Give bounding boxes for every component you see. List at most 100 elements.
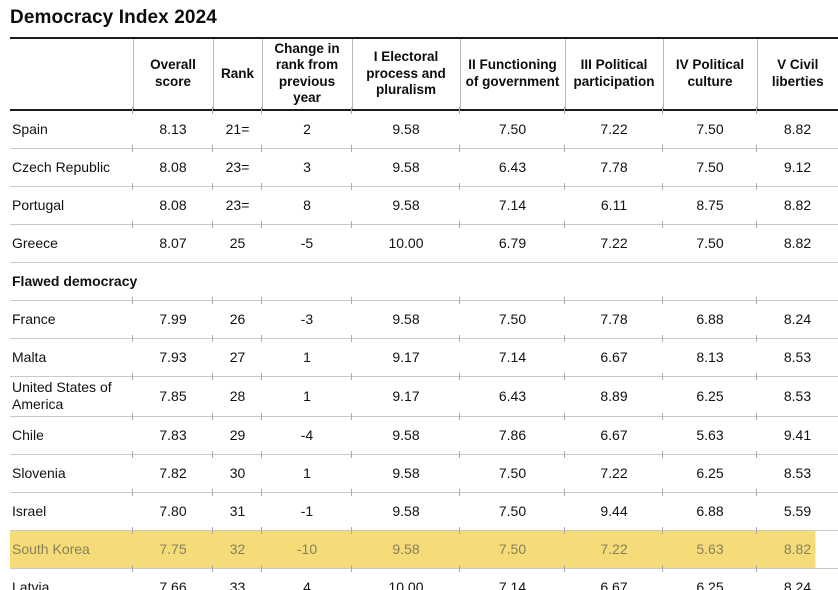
- cell-liberties-czech-republic: 9.12: [756, 145, 838, 187]
- column-header-liberties: V Civil liberties: [756, 37, 838, 111]
- table-row-slovenia: Slovenia 7.82 30 1 9.58 7.50 7.22 6.25 8.53: [10, 451, 838, 493]
- cell-liberties-greece: 8.82: [756, 221, 838, 263]
- column-header-rank: Rank: [212, 37, 262, 111]
- cell-functioning-france: 7.50: [459, 297, 565, 339]
- table-row-greece: Greece 8.07 25 -5 10.00 6.79 7.22 7.50 8.82: [10, 221, 838, 263]
- cell-country-spain: Spain: [10, 109, 133, 149]
- cell-participation-chile: 6.67: [564, 413, 663, 455]
- cell-country-slovenia: Slovenia: [10, 453, 133, 493]
- cell-overall-spain: 8.13: [132, 106, 213, 149]
- cell-culture-portugal: 8.75: [662, 183, 757, 225]
- cell-functioning-slovenia: 7.50: [459, 451, 565, 493]
- cell-rank-czech-republic: 23=: [212, 145, 262, 187]
- cell-overall-greece: 8.07: [132, 221, 213, 263]
- cell-participation-portugal: 6.11: [564, 183, 663, 225]
- cell-rank-south-korea: 32: [212, 527, 262, 569]
- cell-participation-france: 7.78: [564, 297, 663, 339]
- cell-change-malta: 1: [261, 335, 352, 377]
- table-row-france: France 7.99 26 -3 9.58 7.50 7.78 6.88 8.24: [10, 297, 838, 339]
- cell-overall-latvia: 7.66: [132, 565, 213, 590]
- cell-electoral-czech-republic: 9.58: [351, 145, 460, 187]
- column-header-participation: III Political participation: [564, 37, 663, 111]
- cell-change-czech-republic: 3: [261, 145, 352, 187]
- cell-country-czech-republic: Czech Republic: [10, 147, 133, 187]
- cell-culture-slovenia: 6.25: [662, 451, 757, 493]
- cell-liberties-israel: 5.59: [756, 489, 838, 531]
- cell-country-france: France: [10, 299, 133, 339]
- column-header-overall: Overall score: [132, 37, 213, 111]
- cell-change-latvia: 4: [261, 565, 352, 590]
- column-header-electoral: I Electoral process and pluralism: [351, 37, 460, 111]
- cell-culture-malta: 8.13: [662, 335, 757, 377]
- cell-participation-israel: 9.44: [564, 489, 663, 531]
- cell-rank-portugal: 23=: [212, 183, 262, 225]
- cell-electoral-slovenia: 9.58: [351, 451, 460, 493]
- cell-culture-france: 6.88: [662, 297, 757, 339]
- cell-electoral-united-states-of-america: 9.17: [351, 373, 460, 417]
- table-body: Spain 8.13 21= 2 9.58 7.50 7.22 7.50 8.82 Czech R…: [10, 106, 838, 590]
- section-label: Flawed democracy: [10, 261, 838, 301]
- cell-participation-czech-republic: 7.78: [564, 145, 663, 187]
- cell-change-israel: -1: [261, 489, 352, 531]
- section-row: Flawed democracy: [10, 261, 838, 301]
- cell-culture-united-states-of-america: 6.25: [662, 373, 757, 417]
- cell-change-slovenia: 1: [261, 451, 352, 493]
- cell-participation-slovenia: 7.22: [564, 451, 663, 493]
- cell-functioning-chile: 7.86: [459, 413, 565, 455]
- cell-electoral-france: 9.58: [351, 297, 460, 339]
- cell-electoral-greece: 10.00: [351, 221, 460, 263]
- cell-rank-greece: 25: [212, 221, 262, 263]
- cell-rank-chile: 29: [212, 413, 262, 455]
- cell-culture-latvia: 6.25: [662, 565, 757, 590]
- cell-functioning-south-korea: 7.50: [459, 527, 565, 569]
- cell-overall-france: 7.99: [132, 297, 213, 339]
- cell-country-portugal: Portugal: [10, 185, 133, 225]
- cell-overall-portugal: 8.08: [132, 183, 213, 225]
- table-row-malta: Malta 7.93 27 1 9.17 7.14 6.67 8.13 8.53: [10, 335, 838, 377]
- cell-liberties-malta: 8.53: [756, 335, 838, 377]
- table-row-latvia: Latvia 7.66 33 4 10.00 7.14 6.67 6.25 8.24: [10, 565, 838, 590]
- cell-functioning-greece: 6.79: [459, 221, 565, 263]
- page-title: Democracy Index 2024: [10, 7, 217, 28]
- cell-electoral-malta: 9.17: [351, 335, 460, 377]
- cell-participation-spain: 7.22: [564, 106, 663, 149]
- cell-rank-latvia: 33: [212, 565, 262, 590]
- cell-country-israel: Israel: [10, 491, 133, 531]
- cell-overall-south-korea: 7.75: [132, 527, 213, 569]
- cell-country-chile: Chile: [10, 415, 133, 455]
- column-header-country: [10, 37, 133, 111]
- cell-liberties-france: 8.24: [756, 297, 838, 339]
- cell-culture-chile: 5.63: [662, 413, 757, 455]
- cell-culture-spain: 7.50: [662, 106, 757, 149]
- cell-participation-malta: 6.67: [564, 335, 663, 377]
- cell-culture-south-korea: 5.63: [662, 527, 757, 569]
- cell-rank-israel: 31: [212, 489, 262, 531]
- cell-overall-chile: 7.83: [132, 413, 213, 455]
- cell-electoral-spain: 9.58: [351, 106, 460, 149]
- cell-electoral-portugal: 9.58: [351, 183, 460, 225]
- cell-functioning-malta: 7.14: [459, 335, 565, 377]
- cell-country-latvia: Latvia: [10, 567, 133, 590]
- cell-overall-israel: 7.80: [132, 489, 213, 531]
- cell-country-greece: Greece: [10, 223, 133, 263]
- cell-overall-czech-republic: 8.08: [132, 145, 213, 187]
- table-header-row: Overall score Rank Change in rank from pre…: [10, 37, 838, 111]
- cell-liberties-slovenia: 8.53: [756, 451, 838, 493]
- table-row-south-korea: South Korea 7.75 32 -10 9.58 7.50 7.22 5.63 8.82: [10, 527, 838, 569]
- column-header-change: Change in rank from previous year: [261, 37, 352, 111]
- cell-participation-greece: 7.22: [564, 221, 663, 263]
- cell-overall-united-states-of-america: 7.85: [132, 373, 213, 417]
- cell-liberties-south-korea: 8.82: [756, 527, 838, 569]
- cell-liberties-chile: 9.41: [756, 413, 838, 455]
- cell-electoral-israel: 9.58: [351, 489, 460, 531]
- cell-participation-south-korea: 7.22: [564, 527, 663, 569]
- table-row-chile: Chile 7.83 29 -4 9.58 7.86 6.67 5.63 9.41: [10, 413, 838, 455]
- cell-culture-czech-republic: 7.50: [662, 145, 757, 187]
- cell-change-portugal: 8: [261, 183, 352, 225]
- table-row-czech-republic: Czech Republic 8.08 23= 3 9.58 6.43 7.78 7.50 9.…: [10, 145, 838, 187]
- column-header-culture: IV Political culture: [662, 37, 757, 111]
- cell-country-south-korea: South Korea: [10, 529, 133, 569]
- table-row-portugal: Portugal 8.08 23= 8 9.58 7.14 6.11 8.75 8.82: [10, 183, 838, 225]
- cell-participation-united-states-of-america: 8.89: [564, 373, 663, 417]
